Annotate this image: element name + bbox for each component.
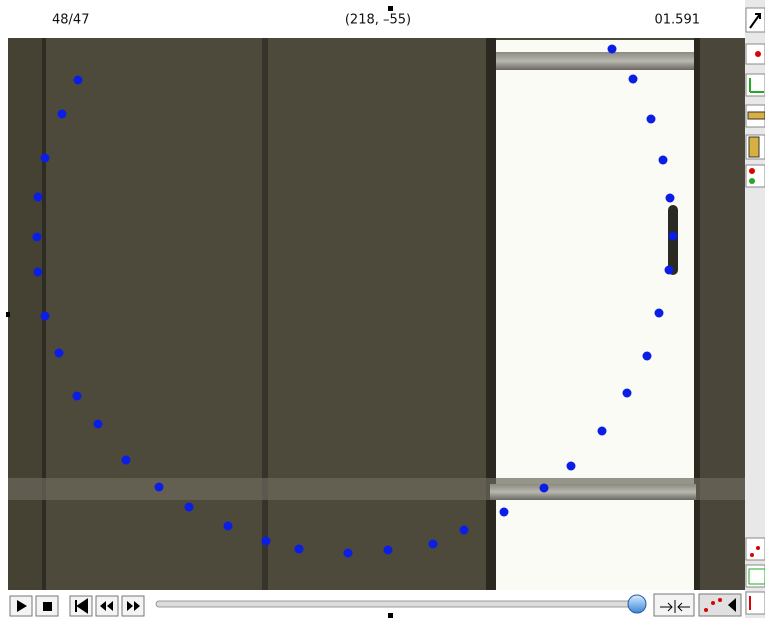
tracked-point <box>500 508 509 517</box>
tracked-point <box>669 232 678 241</box>
tracked-point <box>295 545 304 554</box>
tracked-point <box>598 427 607 436</box>
tracked-point <box>262 537 271 546</box>
tracked-point <box>34 268 43 277</box>
tracked-point <box>567 462 576 471</box>
time: 01.591 <box>655 13 701 28</box>
playback-controls <box>0 590 745 618</box>
tracked-point <box>122 456 131 465</box>
tracked-point <box>429 540 438 549</box>
tracked-point <box>384 546 393 555</box>
tracked-point <box>665 266 674 275</box>
tracked-point <box>94 420 103 429</box>
right-toolbar <box>745 0 765 618</box>
trail-tool[interactable] <box>746 538 765 560</box>
video-analysis-window: 48/47 (218, –55) 01.591 <box>0 0 765 618</box>
tracked-point <box>608 45 617 54</box>
units-tool[interactable] <box>746 592 765 614</box>
tracked-point <box>643 352 652 361</box>
tracked-point <box>74 76 83 85</box>
tracked-point <box>666 194 675 203</box>
tracked-point <box>73 392 82 401</box>
tracked-point <box>41 154 50 163</box>
tracked-point <box>659 156 668 165</box>
tracked-point <box>185 503 194 512</box>
screen: 48/47 (218, –55) 01.591 <box>0 0 765 618</box>
distance-tool[interactable] <box>746 165 765 187</box>
tracked-point <box>623 389 632 398</box>
sync-button[interactable] <box>654 594 694 616</box>
tracked-point <box>655 309 664 318</box>
tracked-point <box>344 549 353 558</box>
tracked-point <box>33 233 42 242</box>
slider-knob[interactable] <box>628 595 646 613</box>
tracked-point <box>460 526 469 535</box>
tracked-point <box>55 349 64 358</box>
timeline-slider[interactable] <box>156 601 640 607</box>
tracked-point <box>224 522 233 531</box>
video-frame <box>6 38 745 590</box>
tracked-point <box>540 484 549 493</box>
marker <box>388 6 393 11</box>
tracked-point <box>58 110 67 119</box>
tracked-point <box>155 483 164 492</box>
coordinates: (218, –55) <box>345 13 411 28</box>
tracked-point <box>34 193 43 202</box>
frame-counter: 48/47 <box>52 13 89 28</box>
tracked-point <box>41 312 50 321</box>
tracked-point <box>647 115 656 124</box>
tracked-point <box>629 75 638 84</box>
